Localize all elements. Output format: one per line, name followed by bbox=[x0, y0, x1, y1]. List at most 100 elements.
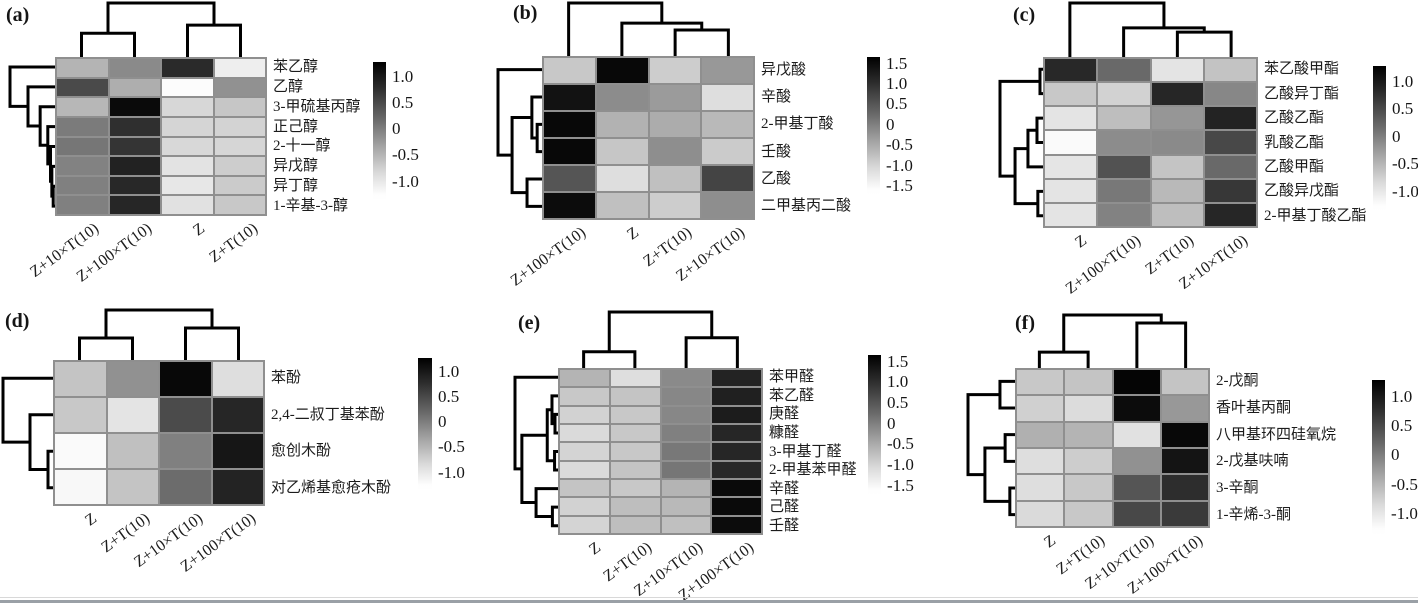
colorbar-tick: -0.5 bbox=[886, 135, 913, 155]
heatmap-cell bbox=[212, 362, 263, 396]
colorbar-tick: 1.0 bbox=[886, 73, 908, 93]
heatmap-cell bbox=[109, 98, 160, 116]
row-dendrogram-link bbox=[28, 413, 53, 471]
colorbar-tick: -1.0 bbox=[1391, 504, 1418, 524]
heatmap-cell bbox=[107, 434, 158, 468]
bottom-rule-light bbox=[0, 597, 1418, 598]
heatmap-cell bbox=[162, 98, 213, 116]
row-label: 异丁醇 bbox=[273, 178, 319, 195]
heatmap-cell bbox=[1045, 131, 1097, 154]
heatmap-cell bbox=[57, 117, 108, 136]
panel-f-heatmap bbox=[1015, 368, 1210, 528]
heatmap-cell bbox=[1065, 449, 1112, 474]
row-label: 1-辛烯-3-酮 bbox=[1216, 506, 1291, 523]
row-label: 苯甲醛 bbox=[769, 369, 815, 386]
colorbar-tick: -0.5 bbox=[1392, 154, 1418, 174]
heatmap-cell bbox=[214, 59, 265, 77]
panel-e-heatmap bbox=[558, 368, 763, 535]
heatmap-cell bbox=[560, 370, 609, 387]
colorbar-gradient bbox=[867, 57, 880, 195]
heatmap-cell bbox=[702, 85, 753, 110]
heatmap-cell bbox=[1065, 370, 1112, 395]
heatmap-cell bbox=[702, 193, 753, 218]
heatmap-cell bbox=[160, 470, 211, 504]
colorbar-tick: -0.5 bbox=[392, 145, 419, 165]
colorbar-tick: 0.5 bbox=[1391, 415, 1413, 435]
heatmap-cell bbox=[1017, 475, 1064, 500]
row-dendrogram-link bbox=[545, 408, 555, 463]
row-dendrogram-link bbox=[983, 446, 1010, 503]
heatmap-cell bbox=[57, 157, 108, 175]
row-label: 愈创木酚 bbox=[271, 443, 332, 460]
heatmap-cell bbox=[1113, 501, 1160, 526]
panel-a-label: (a) bbox=[6, 4, 30, 26]
heatmap-cell bbox=[214, 157, 265, 175]
heatmap-cell bbox=[1151, 155, 1203, 178]
heatmap-cell bbox=[1098, 203, 1150, 226]
colorbar-gradient bbox=[418, 358, 432, 490]
colorbar-tick: -0.5 bbox=[438, 437, 465, 457]
heatmap-cell bbox=[544, 139, 595, 164]
heatmap-cell bbox=[1045, 155, 1097, 178]
heatmap-cell bbox=[702, 166, 753, 191]
colorbar-gradient bbox=[868, 355, 881, 495]
col-dendrogram-link bbox=[684, 336, 739, 368]
heatmap-cell bbox=[661, 480, 711, 497]
row-dendrogram-link bbox=[520, 433, 548, 505]
col-dendrogram-link bbox=[1062, 313, 1163, 353]
row-dendrogram-link bbox=[530, 95, 542, 140]
heatmap-cell bbox=[160, 434, 211, 468]
row-label: 2-十一醇 bbox=[273, 138, 331, 155]
row-label: 异戊酸 bbox=[761, 61, 807, 78]
col-dendrogram-link bbox=[567, 1, 664, 56]
heatmap-cell bbox=[1098, 83, 1150, 106]
panel-d-label: (d) bbox=[5, 310, 30, 332]
panel-b-label: (b) bbox=[513, 2, 538, 24]
heatmap-cell bbox=[712, 425, 761, 442]
heatmap-cell bbox=[1151, 59, 1203, 82]
heatmap-cell bbox=[649, 112, 701, 137]
colorbar-tick: 0.5 bbox=[887, 393, 909, 413]
heatmap-cell bbox=[661, 388, 711, 405]
colorbar-gradient bbox=[1372, 380, 1385, 535]
row-label: 二甲基丙二酸 bbox=[761, 198, 852, 215]
heatmap-cell bbox=[661, 406, 711, 423]
heatmap-cell bbox=[544, 193, 595, 218]
colorbar-tick: -1.0 bbox=[1392, 181, 1418, 201]
row-label: 乙酸甲酯 bbox=[1264, 158, 1325, 175]
heatmap-cell bbox=[610, 388, 660, 405]
heatmap-cell bbox=[560, 480, 609, 497]
row-label: 辛醛 bbox=[769, 480, 800, 497]
panel-b-heatmap bbox=[542, 56, 755, 220]
row-label: 乙酸乙酯 bbox=[1264, 110, 1325, 127]
colorbar-tick: 1.5 bbox=[886, 53, 908, 73]
heatmap-cell bbox=[214, 98, 265, 116]
row-dendrogram-link bbox=[966, 393, 1000, 477]
heatmap-cell bbox=[1113, 449, 1160, 474]
colorbar-tick: 1.0 bbox=[438, 362, 460, 382]
row-label: 苯乙醛 bbox=[769, 387, 815, 404]
heatmap-cell bbox=[1098, 179, 1150, 202]
heatmap-cell bbox=[214, 78, 265, 97]
heatmap-cell bbox=[712, 388, 761, 405]
colorbar-tick: 0 bbox=[886, 114, 895, 134]
heatmap-cell bbox=[212, 398, 263, 432]
heatmap-cell bbox=[712, 461, 761, 478]
colorbar-tick: 0.5 bbox=[438, 387, 460, 407]
heatmap-cell bbox=[162, 196, 213, 214]
heatmap-cell bbox=[162, 117, 213, 136]
colorbar-tick: 1.0 bbox=[1391, 386, 1413, 406]
row-label: 对乙烯基愈疮木酚 bbox=[271, 479, 392, 496]
panel-e-label: (e) bbox=[518, 312, 541, 334]
heatmap-cell bbox=[162, 59, 213, 77]
heatmap-cell bbox=[712, 516, 761, 533]
heatmap-cell bbox=[55, 362, 106, 396]
col-dendrogram-link bbox=[1037, 350, 1090, 368]
row-label: 2,4-二叔丁基苯酚 bbox=[271, 406, 385, 423]
heatmap-cell bbox=[1098, 131, 1150, 154]
heatmap-cell bbox=[1045, 59, 1097, 82]
colorbar-tick: 0 bbox=[438, 412, 447, 432]
heatmap-cell bbox=[1204, 179, 1256, 202]
row-dendrogram-link bbox=[1026, 128, 1043, 169]
heatmap-cell bbox=[57, 196, 108, 214]
